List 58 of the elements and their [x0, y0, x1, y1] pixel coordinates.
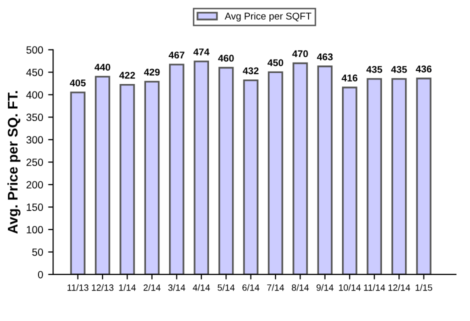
data-label: 429 [144, 68, 160, 76]
x-tick-label: 12/13 [92, 284, 114, 291]
x-tick-label: 1/15 [416, 284, 432, 291]
data-label: 470 [292, 50, 308, 58]
y-tick-label: 150 [26, 204, 43, 211]
x-tick-label: 10/14 [339, 284, 361, 291]
x-tick-label: 5/14 [218, 284, 235, 291]
x-tick-label: 6/14 [242, 284, 260, 291]
x-tick-label: 7/14 [267, 284, 284, 291]
y-tick-label: 400 [26, 91, 43, 99]
bar [292, 62, 308, 274]
bar [243, 79, 258, 274]
y-tick-label: 500 [26, 46, 43, 54]
bar [70, 92, 86, 274]
y-tick-label: 300 [26, 136, 43, 144]
x-tick-label: 11/14 [364, 284, 386, 291]
data-label: 463 [316, 53, 333, 60]
y-tick-label: 250 [26, 158, 43, 166]
data-label: 450 [268, 59, 284, 66]
x-tick-label: 3/14 [168, 284, 186, 291]
y-tick-label: 100 [26, 226, 43, 234]
bar [391, 78, 407, 274]
x-tick-label: 11/13 [68, 284, 88, 291]
data-label: 405 [70, 79, 86, 86]
bar [169, 64, 184, 274]
x-tick-label: 1/14 [119, 284, 136, 291]
x-tick-label: 2/14 [144, 284, 160, 291]
bar [268, 71, 284, 274]
data-label: 432 [242, 67, 259, 74]
data-label: 435 [391, 66, 407, 73]
x-tick-label: 12/14 [388, 284, 410, 291]
data-label: 436 [416, 66, 432, 72]
bar [317, 66, 333, 274]
y-tick-label: 50 [32, 248, 43, 256]
data-label: 474 [193, 48, 210, 56]
bar [218, 66, 234, 274]
y-tick-label: 200 [26, 181, 43, 188]
data-label: 435 [366, 66, 382, 73]
data-label: 460 [218, 54, 234, 62]
y-axis-title: Avg. Price per SQ. FT. [7, 91, 20, 234]
bar [194, 60, 210, 274]
y-tick-label: 350 [26, 114, 43, 122]
x-tick-label: 8/14 [292, 284, 309, 291]
x-tick-label: 9/14 [316, 284, 334, 291]
y-tick-label: 450 [26, 68, 43, 76]
y-tick-label: 0 [38, 270, 43, 278]
bar [366, 78, 382, 274]
data-label: 422 [119, 72, 135, 79]
data-label: 467 [168, 52, 184, 58]
bar [342, 86, 358, 274]
data-label: 440 [94, 64, 110, 71]
bar [120, 84, 135, 274]
bar [94, 76, 110, 274]
bar [144, 80, 160, 274]
legend-label: Avg Price per SQFT [224, 12, 312, 22]
bar [416, 78, 432, 274]
data-label: 416 [342, 74, 358, 82]
x-tick-label: 4/14 [192, 284, 210, 291]
